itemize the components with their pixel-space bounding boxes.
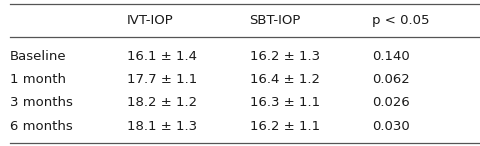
Text: 0.140: 0.140 [372,50,410,63]
Text: 17.7 ± 1.1: 17.7 ± 1.1 [127,73,197,86]
Text: 1 month: 1 month [10,73,66,86]
Text: 18.1 ± 1.3: 18.1 ± 1.3 [127,120,197,133]
Text: p < 0.05: p < 0.05 [372,14,430,27]
Text: Baseline: Baseline [10,50,66,63]
Text: 16.2 ± 1.3: 16.2 ± 1.3 [250,50,320,63]
Text: 16.2 ± 1.1: 16.2 ± 1.1 [250,120,320,133]
Text: SBT-IOP: SBT-IOP [250,14,301,27]
Text: 16.4 ± 1.2: 16.4 ± 1.2 [250,73,320,86]
Text: 6 months: 6 months [10,120,72,133]
Text: 16.1 ± 1.4: 16.1 ± 1.4 [127,50,197,63]
Text: 0.062: 0.062 [372,73,410,86]
Text: 18.2 ± 1.2: 18.2 ± 1.2 [127,96,197,110]
Text: 16.3 ± 1.1: 16.3 ± 1.1 [250,96,320,110]
Text: 0.026: 0.026 [372,96,410,110]
Text: IVT-IOP: IVT-IOP [127,14,174,27]
Text: 0.030: 0.030 [372,120,410,133]
Text: 3 months: 3 months [10,96,72,110]
